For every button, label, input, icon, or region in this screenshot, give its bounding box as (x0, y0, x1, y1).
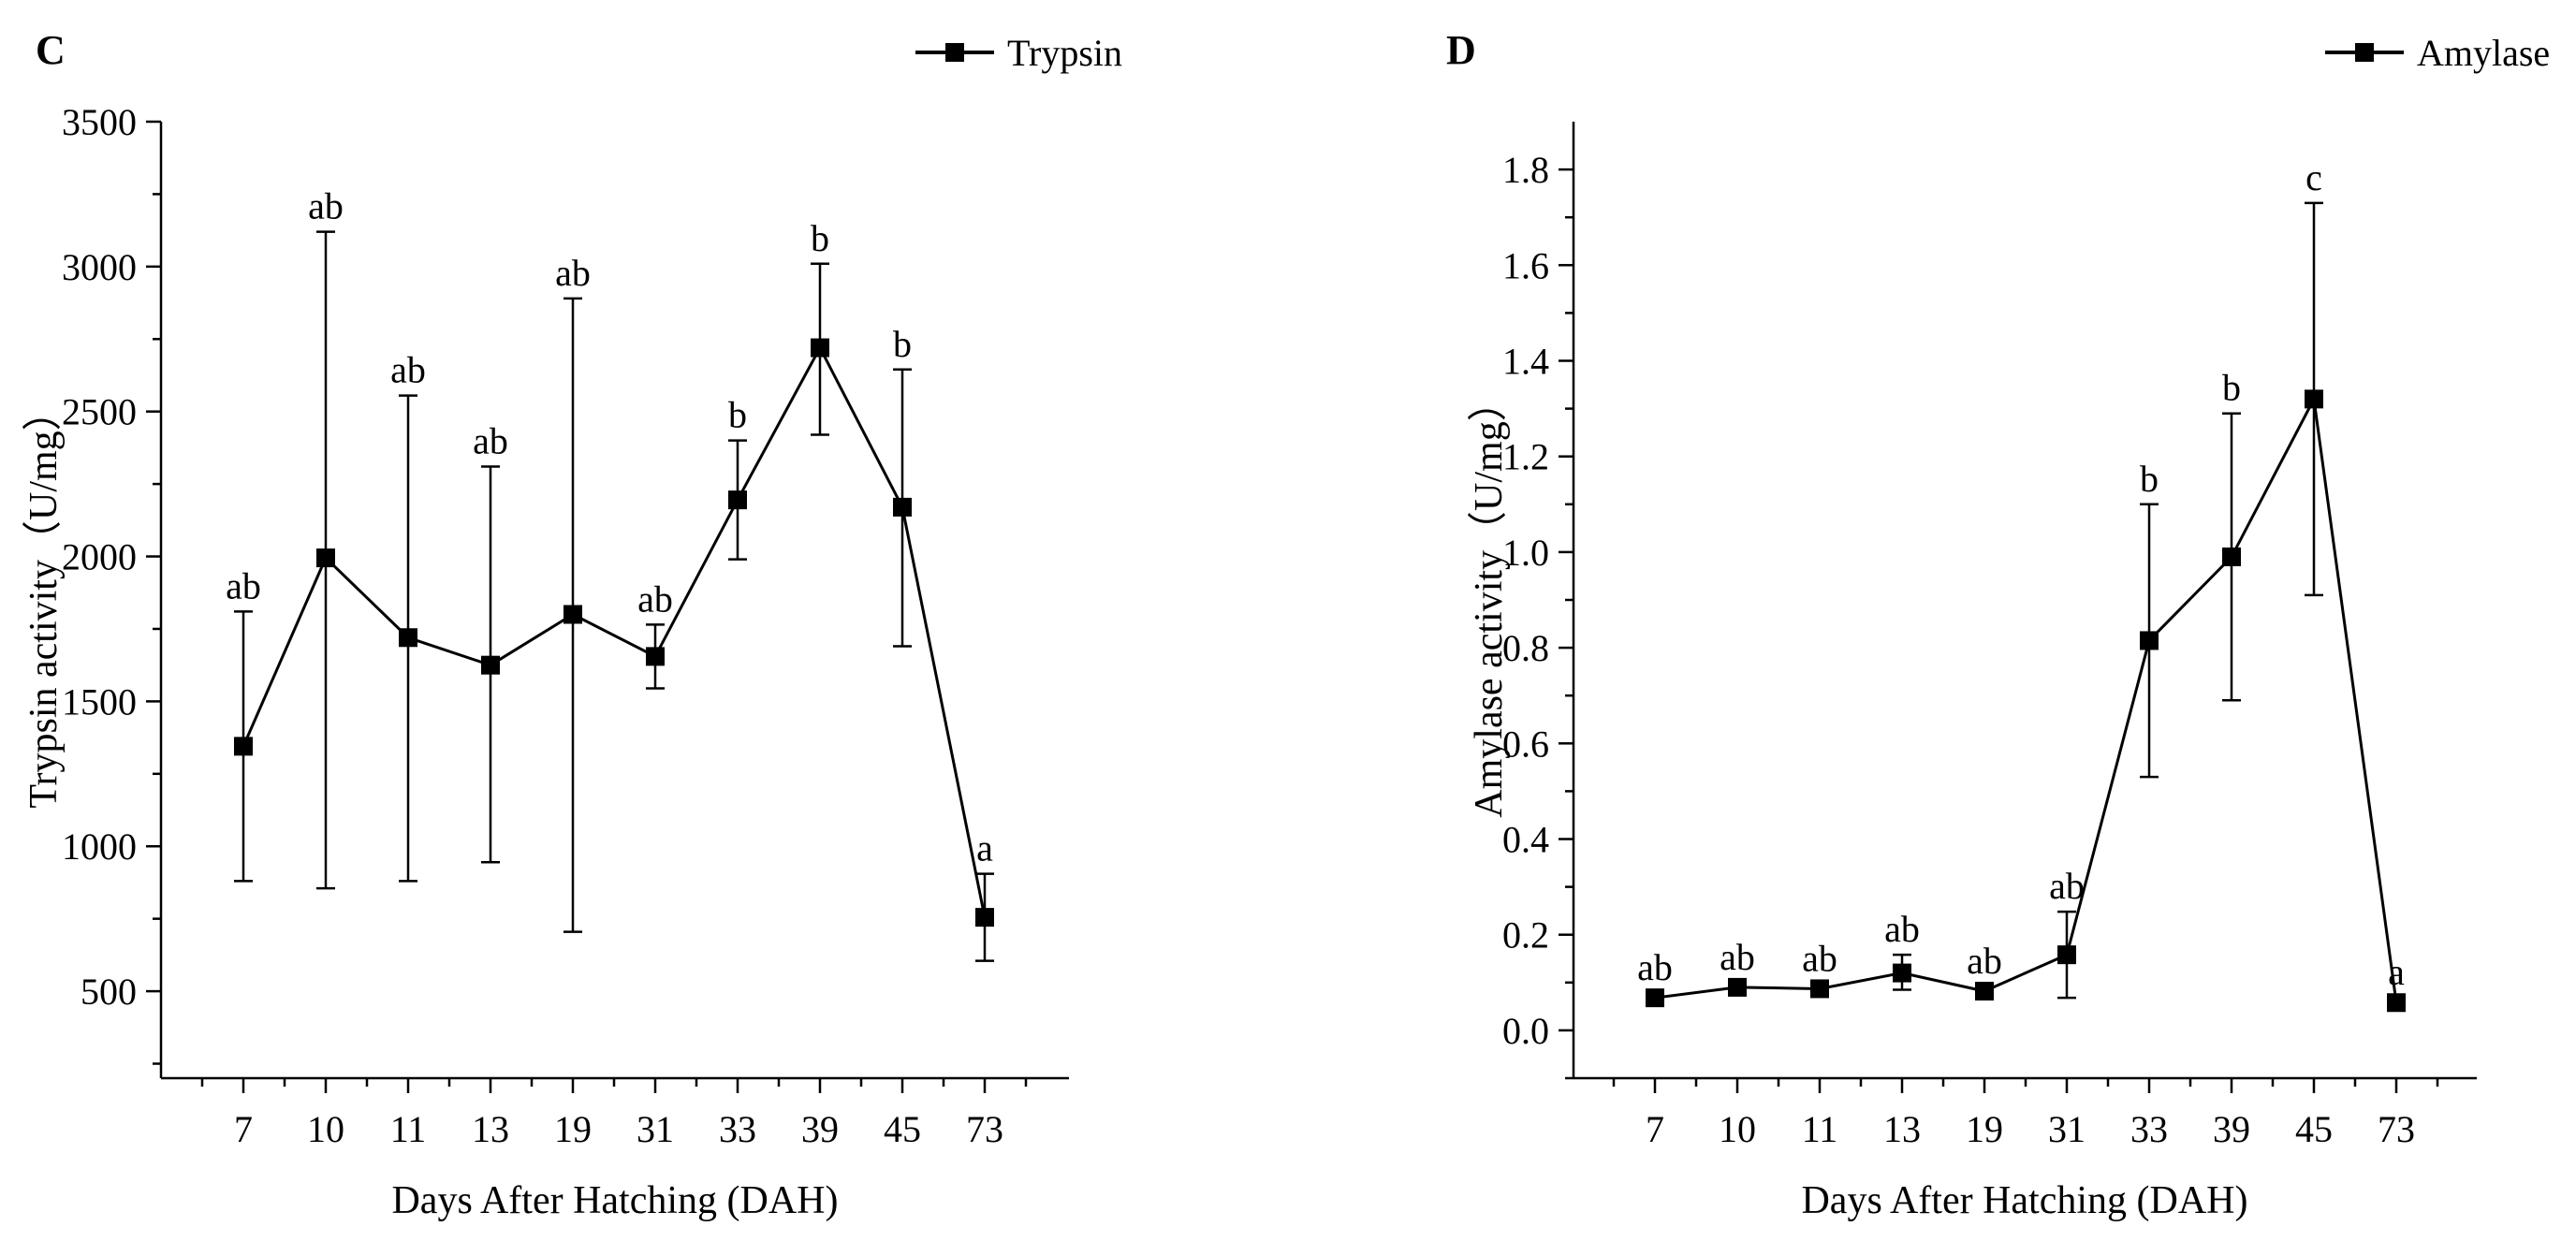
y-tick-label: 1.8 (1502, 149, 1549, 191)
data-point (1975, 981, 1994, 1000)
significance-label: ab (473, 420, 508, 462)
panel-label: C (36, 27, 66, 73)
legend-marker (945, 43, 964, 62)
x-tick-label: 45 (884, 1108, 921, 1150)
y-tick-label: 1000 (62, 825, 137, 868)
y-tick-label: 1500 (62, 680, 137, 723)
data-point (728, 490, 747, 510)
significance-label: b (728, 394, 747, 436)
x-tick-label: 11 (1802, 1108, 1838, 1150)
significance-label: ab (390, 349, 426, 391)
data-point (2387, 993, 2406, 1013)
y-tick-label: 1.6 (1502, 244, 1549, 286)
significance-label: a (2388, 951, 2405, 993)
x-tick-label: 33 (2130, 1108, 2168, 1150)
y-axis-title: Trypsin activity（U/mg） (22, 391, 66, 808)
legend-label: Amylase (2417, 32, 2550, 74)
x-tick-label: 73 (966, 1108, 1003, 1150)
significance-label: ab (226, 564, 261, 606)
panel-d: D Amylase 0.0 0.2 0.4 0.6 0.8 1.0 1.2 1.4 1.6 1.8… (1446, 27, 2550, 1222)
significance-label: b (2222, 367, 2241, 409)
x-tick-label: 73 (2378, 1108, 2415, 1150)
plot-area: ab ab ab ab ab ab b b c a (1637, 156, 2406, 1013)
data-point (481, 655, 500, 675)
significance-label: a (976, 827, 993, 869)
significance-label: b (2140, 458, 2159, 500)
legend-label: Trypsin (1007, 32, 1122, 74)
panel-label: D (1446, 27, 1476, 73)
x-tick-label: 10 (1719, 1108, 1756, 1150)
significance-label: ab (1720, 936, 1755, 978)
y-tick-label: 1.0 (1502, 532, 1549, 574)
x-tick-label: 13 (472, 1108, 509, 1150)
x-tick-label: 11 (390, 1108, 427, 1150)
y-tick-label: 3000 (62, 246, 137, 288)
data-point (646, 647, 665, 666)
x-tick-label: 13 (1883, 1108, 1921, 1150)
significance-label: b (893, 323, 912, 365)
data-point (399, 628, 417, 648)
significance-label: b (811, 217, 829, 259)
significance-label: ab (1967, 940, 2002, 982)
data-point (893, 497, 912, 517)
y-tick-label: 0.8 (1502, 627, 1549, 669)
x-tick-label: 39 (2213, 1108, 2250, 1150)
y-axis-title: Amylase activity（U/mg） (1468, 382, 1511, 817)
y-tick-label: 1.4 (1502, 341, 1549, 383)
data-point (975, 908, 994, 927)
series-line (1654, 394, 2398, 1003)
significance-label: ab (637, 577, 673, 620)
data-point (234, 737, 253, 756)
data-point (1810, 979, 1829, 999)
x-tick-label: 7 (234, 1108, 253, 1150)
x-tick-label: 33 (719, 1108, 756, 1150)
data-point (1893, 963, 1911, 983)
x-tick-label: 31 (2048, 1108, 2086, 1150)
data-point (811, 338, 829, 358)
x-axis-title: Days After Hatching (DAH) (391, 1179, 838, 1222)
legend: Amylase (2325, 32, 2550, 74)
data-point (2057, 945, 2076, 965)
y-tick-label: 0.4 (1502, 819, 1549, 861)
y-tick-label: 0.6 (1502, 723, 1549, 765)
x-tick-label: 45 (2295, 1108, 2333, 1150)
panel-c: C Trypsin 500 1000 1500 2000 2500 3000 3500 7 10… (22, 27, 1122, 1222)
axes: 0.0 0.2 0.4 0.6 0.8 1.0 1.2 1.4 1.6 1.8 7 10 11 13 19 3… (1502, 122, 2477, 1150)
data-point (2222, 548, 2241, 567)
y-tick-label: 2500 (62, 391, 137, 433)
data-point (1646, 988, 1664, 1008)
significance-label: ab (2049, 865, 2085, 907)
legend: Trypsin (915, 32, 1122, 74)
x-tick-label: 19 (554, 1108, 592, 1150)
x-axis-title: Days After Hatching (DAH) (1801, 1179, 2247, 1222)
plot-area: ab ab ab ab ab ab b b b a (226, 185, 994, 962)
data-point (316, 548, 335, 568)
significance-label: ab (1884, 908, 1920, 950)
axes: 500 1000 1500 2000 2500 3000 3500 7 10 11 13 19 31 33… (62, 101, 1069, 1150)
significance-label: c (2305, 156, 2322, 198)
significance-label: ab (555, 252, 591, 294)
data-point (2305, 389, 2323, 409)
data-point (2140, 631, 2159, 650)
significance-label: ab (1637, 946, 1673, 988)
y-tick-label: 500 (80, 971, 137, 1013)
x-tick-label: 39 (801, 1108, 839, 1150)
y-tick-label: 0.2 (1502, 914, 1549, 957)
legend-marker (2355, 43, 2374, 62)
data-point (564, 605, 582, 624)
significance-label: ab (308, 185, 344, 227)
y-tick-label: 3500 (62, 101, 137, 143)
y-tick-label: 1.2 (1502, 436, 1549, 478)
x-tick-label: 7 (1646, 1108, 1664, 1150)
y-tick-label: 2000 (62, 536, 137, 578)
x-tick-label: 31 (637, 1108, 674, 1150)
data-point (1728, 977, 1747, 997)
x-tick-label: 19 (1966, 1108, 2003, 1150)
significance-label: ab (1802, 937, 1837, 979)
y-tick-label: 0.0 (1502, 1010, 1549, 1052)
x-tick-label: 10 (307, 1108, 344, 1150)
series-line (242, 344, 987, 918)
